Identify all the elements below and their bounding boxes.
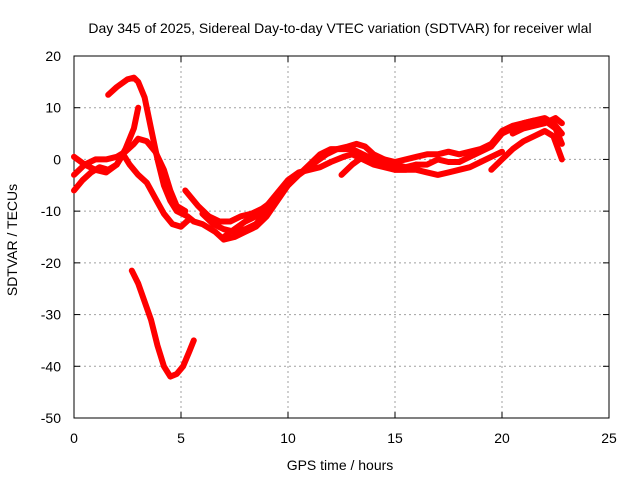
y-tick-label: 0 [53,151,61,167]
plot-frame [73,55,610,419]
y-axis-ticks: -50 -40 -30 -20 -10 0 10 20 [41,48,609,426]
data-series [71,74,565,380]
series-track-c [71,135,189,215]
x-tick-label: 10 [280,430,296,446]
y-tick-label: -30 [41,307,61,323]
grid [74,56,609,418]
x-tick-label: 25 [601,430,617,446]
y-tick-label: -10 [41,203,61,219]
series-track-i [488,128,565,173]
series-track-d [71,151,193,230]
series-track-f [199,164,313,235]
x-axis-ticks: 0 5 10 15 20 25 [70,56,617,446]
y-tick-label: -40 [41,358,61,374]
x-tick-label: 20 [494,430,510,446]
x-tick-label: 15 [387,430,403,446]
x-tick-label: 5 [177,430,185,446]
series-track-j [509,115,565,137]
y-axis-label: SDTVAR / TECUs [4,184,20,296]
y-tick-label: 10 [45,100,61,116]
series-track-k [128,267,197,380]
x-axis-label: GPS time / hours [287,457,394,473]
y-tick-label: -20 [41,255,61,271]
x-tick-label: 0 [70,430,78,446]
series-track-h [338,153,420,178]
chart-title: Day 345 of 2025, Sidereal Day-to-day VTE… [88,20,591,36]
y-tick-label: 20 [45,48,61,64]
y-tick-label: -50 [41,410,61,426]
